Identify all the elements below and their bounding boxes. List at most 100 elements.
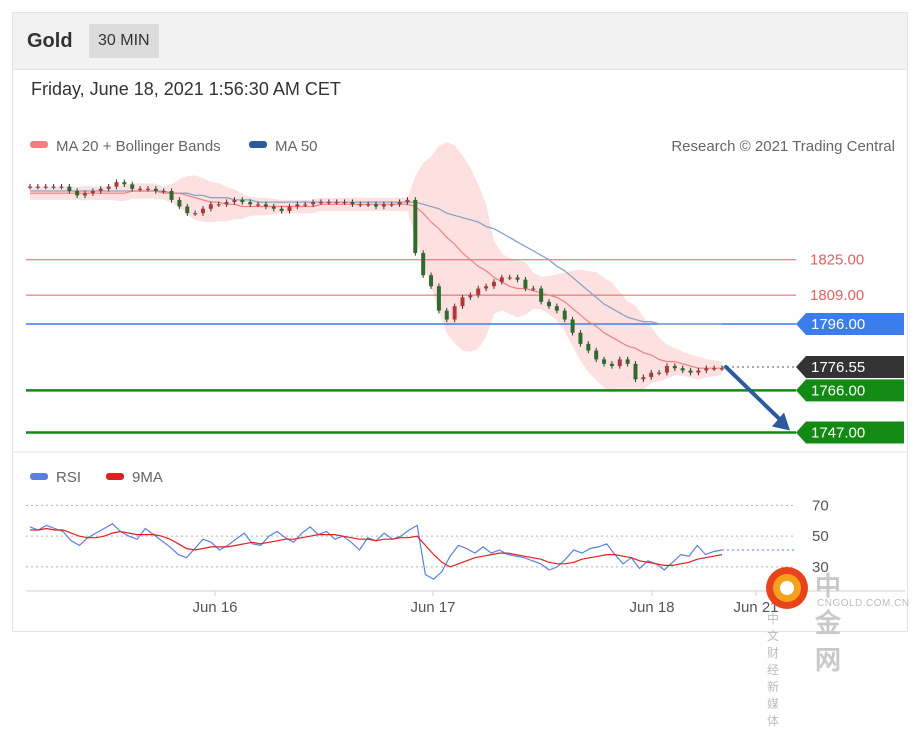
candle-body xyxy=(562,310,567,320)
candle-body xyxy=(452,306,457,320)
timeframe-badge[interactable]: 30 MIN xyxy=(89,24,159,58)
chart-header: Gold 30 MIN xyxy=(13,13,907,70)
forecast-arrow-head xyxy=(772,412,790,431)
candle-body xyxy=(240,199,245,203)
watermark-brand-text: 中金网 xyxy=(815,571,843,675)
ma50-legend-label: MA 50 xyxy=(275,138,318,155)
ma20-legend-swatch xyxy=(30,141,48,148)
rsi-ma-line xyxy=(30,527,723,568)
candle-body xyxy=(436,286,441,311)
candle-body xyxy=(381,204,386,207)
candle-body xyxy=(169,191,174,200)
candle-body xyxy=(657,372,662,374)
ma50-legend-swatch xyxy=(249,141,267,148)
candle-body xyxy=(51,186,56,188)
candle-body xyxy=(499,277,504,282)
candle-body xyxy=(704,368,709,371)
pivot-tag xyxy=(796,312,904,335)
candle-body xyxy=(201,208,205,214)
candle-body xyxy=(279,208,284,211)
candle-body xyxy=(664,366,669,373)
candle-body xyxy=(484,286,489,289)
cngold-logo-icon xyxy=(766,567,808,609)
x-axis: Jun 16 Jun 17 Jun 18 Jun 21 xyxy=(192,591,779,616)
candle-body xyxy=(602,359,607,364)
candle-body xyxy=(460,297,465,307)
candle-body xyxy=(712,368,717,370)
rsi-line xyxy=(29,523,723,580)
x-tick-label: Jun 18 xyxy=(629,599,674,616)
candle-body xyxy=(672,366,677,369)
ma20-legend-label: MA 20 + Bollinger Bands xyxy=(56,138,221,155)
candle-body xyxy=(617,359,622,367)
support-1-label: 1766.00 xyxy=(811,382,865,399)
candle-body xyxy=(145,188,150,190)
candle-body xyxy=(193,213,198,215)
candle-body xyxy=(161,191,166,193)
candle-body xyxy=(547,301,551,307)
rsi-ma-legend-label: 9MA xyxy=(132,469,163,486)
candle-body xyxy=(256,204,261,206)
candle-body xyxy=(43,186,48,188)
copyright-label: Research © 2021 Trading Central xyxy=(671,138,895,155)
forecast-arrow-shaft xyxy=(724,365,784,424)
candle-body xyxy=(311,202,316,205)
candle-body xyxy=(98,188,103,192)
candle-body xyxy=(649,372,654,378)
candle-body xyxy=(177,199,182,207)
rsi-legend-swatch xyxy=(30,473,48,480)
candle-body xyxy=(358,204,363,206)
rsi-tick-label-30: 30 xyxy=(812,559,829,576)
candle-body xyxy=(696,370,701,373)
candle-body xyxy=(67,186,72,192)
x-tick-label: Jun 16 xyxy=(192,599,237,616)
candle-body xyxy=(334,202,339,204)
x-tick-label: Jun 17 xyxy=(410,599,455,616)
last-price-label: 1776.55 xyxy=(811,359,865,376)
candle-body xyxy=(429,275,434,287)
candle-body xyxy=(389,204,394,206)
candle-body xyxy=(609,363,614,367)
candle-body xyxy=(130,184,135,189)
candle-body xyxy=(28,186,32,188)
support-2-tag xyxy=(796,421,904,444)
rsi-legend-label: RSI xyxy=(56,469,81,486)
candle-body xyxy=(531,288,536,290)
candle-body xyxy=(594,350,599,360)
candle-body xyxy=(295,204,300,207)
candle-body xyxy=(185,206,190,214)
candle-body xyxy=(539,288,544,302)
candle-body xyxy=(586,343,591,351)
candle-body xyxy=(397,202,402,205)
candle-body xyxy=(350,202,355,205)
candle-body xyxy=(153,188,158,192)
chart-timestamp: Friday, June 18, 2021 1:56:30 AM CET xyxy=(31,79,341,99)
candle-body xyxy=(468,295,473,298)
resistance-2-label: 1809.00 xyxy=(810,287,864,304)
candle-body xyxy=(680,368,685,371)
x-tick-label: Jun 21 xyxy=(733,599,778,616)
candle-body xyxy=(138,188,143,190)
candle-body xyxy=(523,279,528,289)
candle-body xyxy=(444,310,449,320)
support-2-label: 1747.00 xyxy=(811,424,865,441)
candle-body xyxy=(688,370,693,373)
price-chart-svg: MA 20 + Bollinger Bands MA 50 Research ©… xyxy=(12,138,908,616)
candle-body xyxy=(122,182,127,185)
candle-body xyxy=(374,204,378,207)
candle-body xyxy=(232,199,237,203)
candle-body xyxy=(216,204,221,206)
rsi-plot: 70 50 30 xyxy=(26,497,829,580)
rsi-ma-legend-swatch xyxy=(106,473,124,480)
candle-body xyxy=(641,377,646,380)
chart-card: Gold 30 MIN Friday, June 18, 2021 1:56:3… xyxy=(12,12,908,632)
asset-title: Gold xyxy=(27,30,73,52)
candle-body xyxy=(515,277,520,280)
candle-body xyxy=(83,193,88,196)
candle-body xyxy=(491,281,496,287)
support-1-tag xyxy=(796,379,904,402)
candle-body xyxy=(342,202,347,204)
last-price-tag xyxy=(796,356,904,379)
candle-body xyxy=(114,182,119,187)
candle-body xyxy=(507,277,512,279)
